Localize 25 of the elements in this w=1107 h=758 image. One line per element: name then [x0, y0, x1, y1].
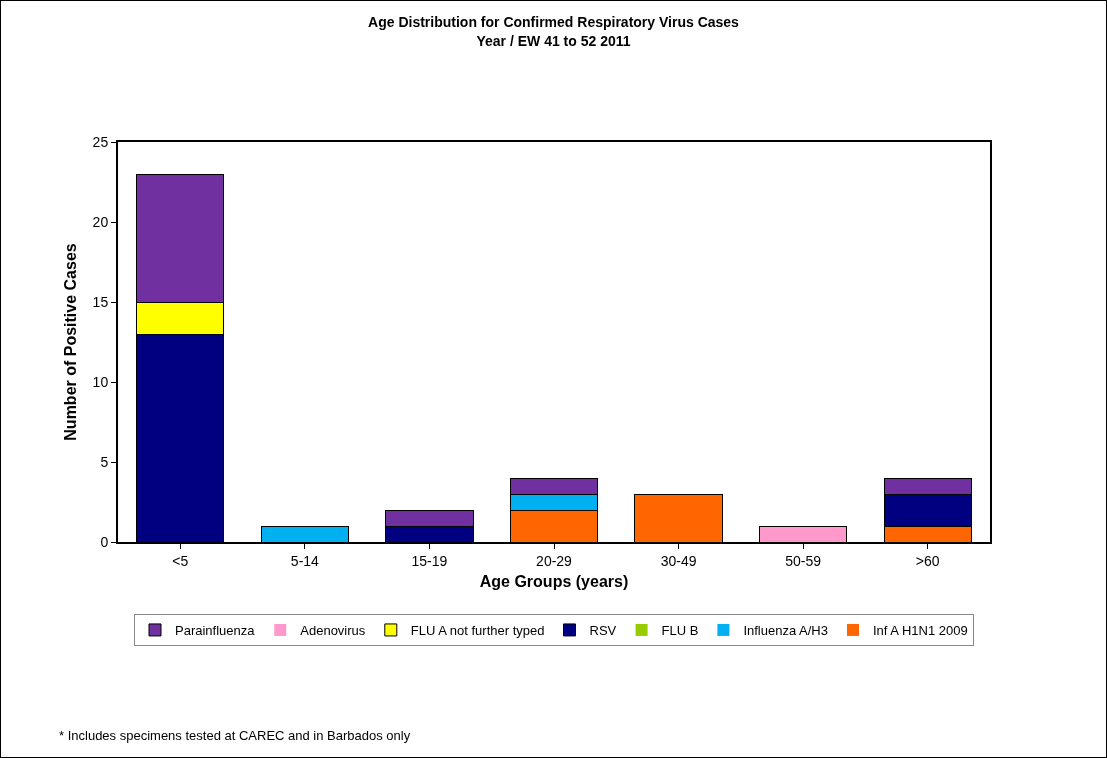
y-tick-label: 20 [92, 213, 109, 230]
legend-label: Adenovirus [300, 623, 366, 639]
chart-title: Age Distribution for Confirmed Respiratory Virus Cases [368, 14, 740, 31]
y-tick-label: 5 [100, 453, 109, 470]
chart-subtitle: Year / EW 41 to 52 2011 [476, 32, 631, 49]
legend-label: RSV [589, 623, 617, 639]
legend-label: FLU B [661, 623, 699, 639]
y-tick-label: 15 [92, 293, 109, 310]
x-tick-label: >60 [915, 552, 940, 569]
x-tick-label: <5 [172, 552, 189, 569]
x-tick-label: 5-14 [290, 552, 320, 569]
text: * Includes specimens tested at CAREC and in Barbados only [59, 728, 411, 743]
x-tick-label: 20-29 [536, 552, 573, 569]
legend-label: Inf A H1N1 2009 [872, 623, 968, 639]
y-axis-title: Number of Positive Cases [62, 243, 80, 441]
legend-label: Influenza A/H3 [743, 623, 828, 639]
legend-label: Parainfluenza [175, 623, 256, 639]
x-tick-label: 50-59 [785, 552, 822, 569]
legend-label: FLU A not further typed [410, 623, 545, 639]
y-tick-label: 10 [92, 373, 109, 390]
y-tick-label: 25 [92, 133, 109, 150]
x-tick-label: 30-49 [660, 552, 697, 569]
x-axis-title: Age Groups (years) [479, 573, 629, 590]
x-tick-label: 15-19 [411, 552, 448, 569]
y-tick-label: 0 [100, 533, 109, 550]
